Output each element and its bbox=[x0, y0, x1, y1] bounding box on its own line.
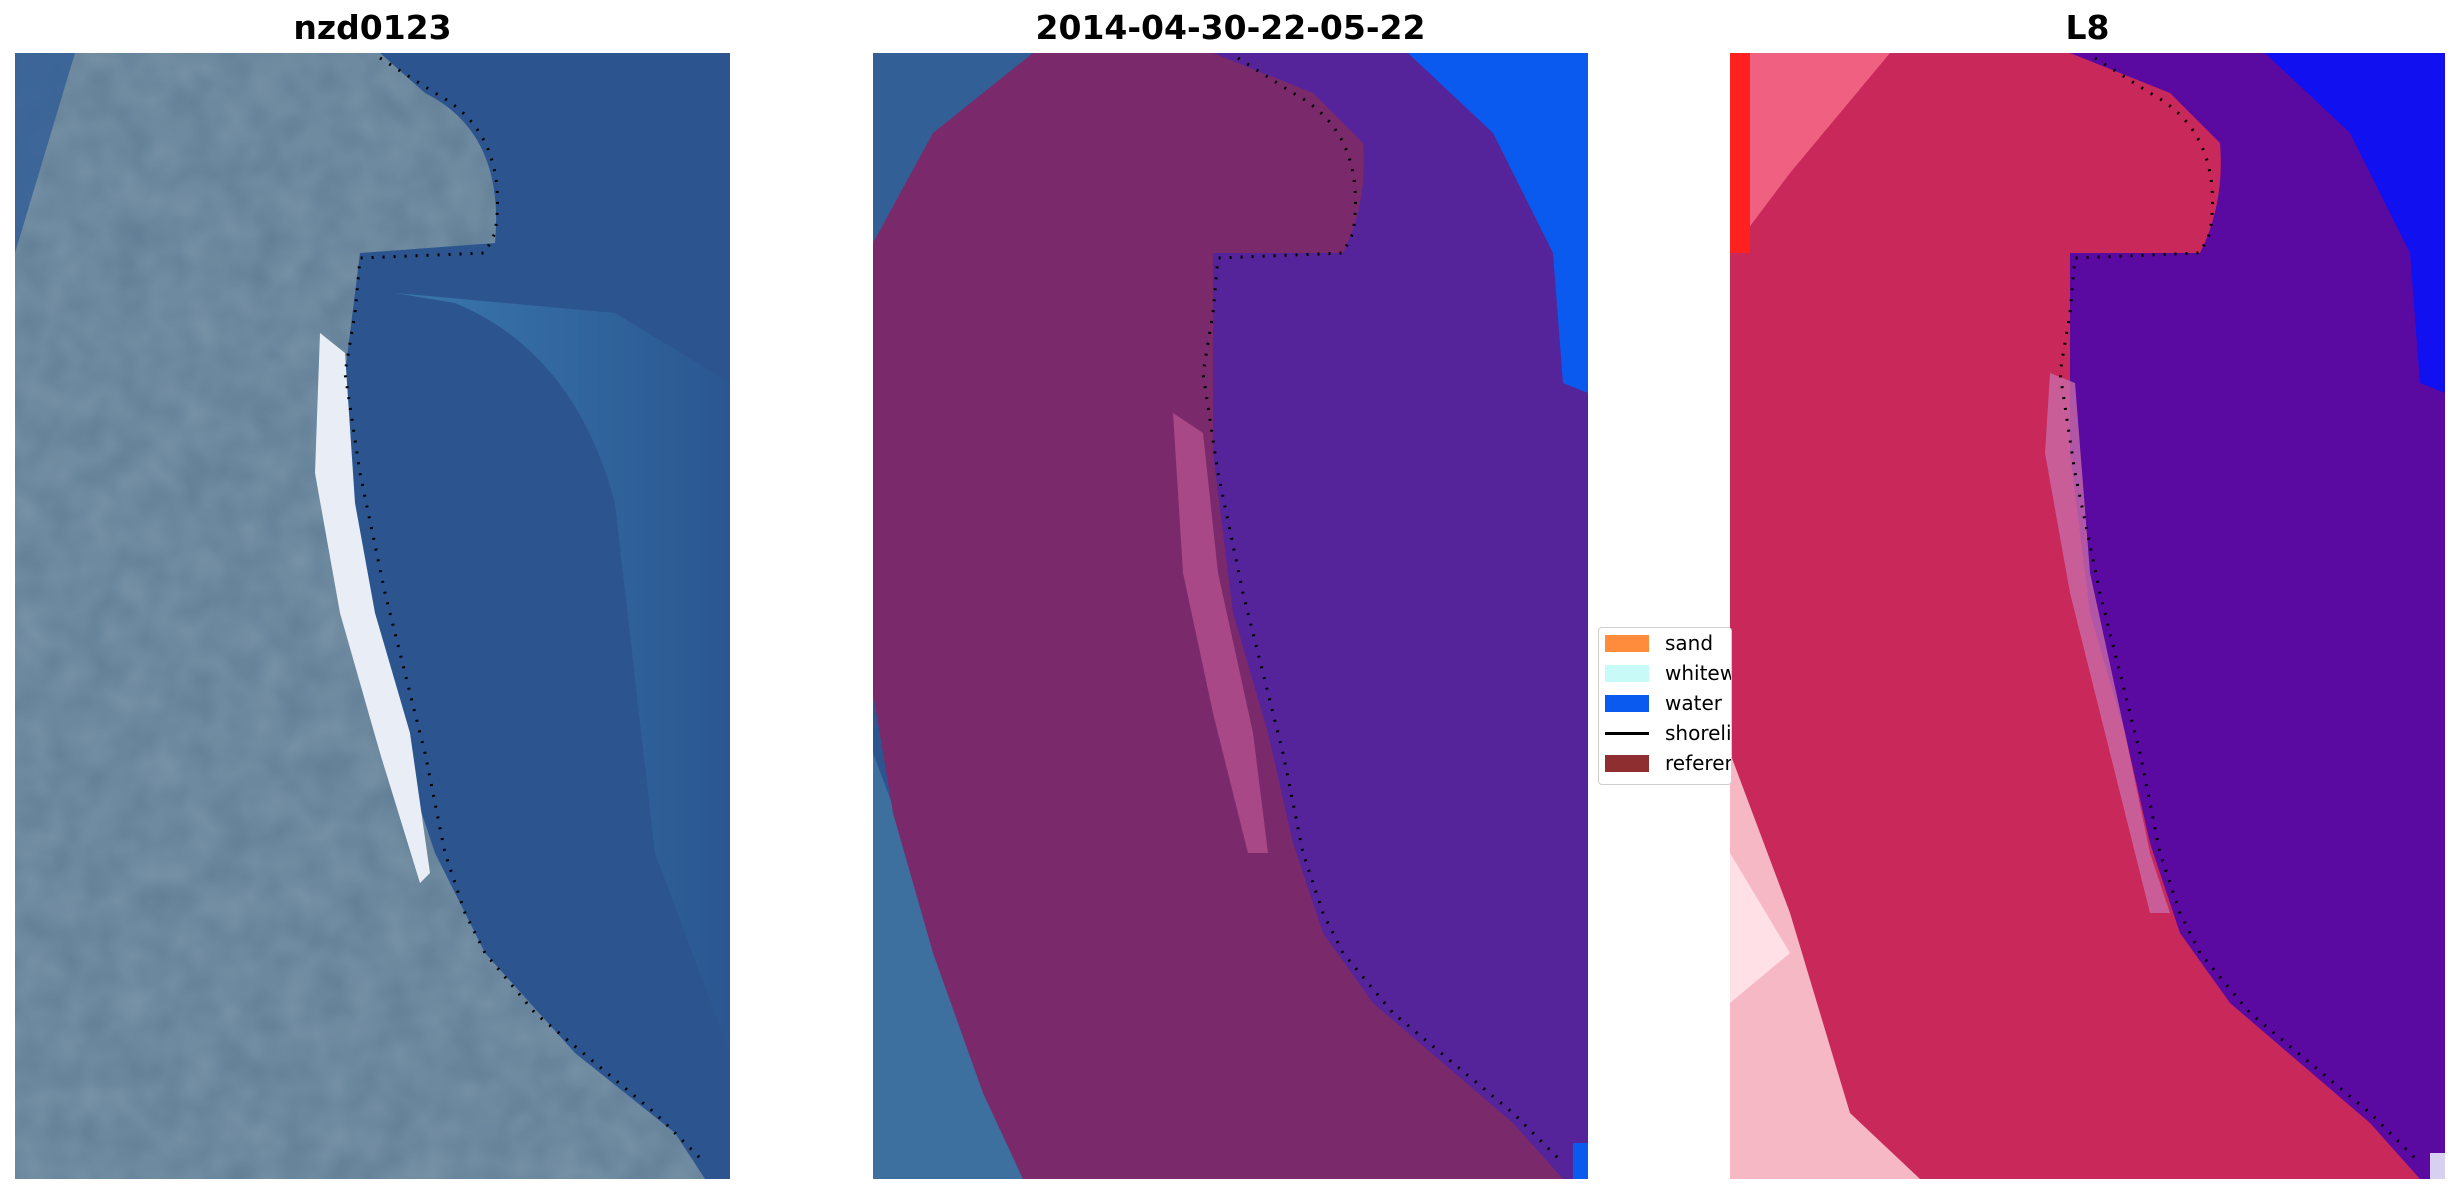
legend-item-water: water bbox=[1605, 691, 1722, 715]
legend-item-sand: sand bbox=[1605, 631, 1713, 655]
legend-item-reference: reference bbox=[1605, 751, 1731, 775]
rgb-image bbox=[15, 53, 730, 1179]
panel-title-satellite: L8 bbox=[2065, 8, 2110, 47]
legend-label-water: water bbox=[1665, 691, 1722, 715]
legend-label-reference: reference bbox=[1665, 751, 1731, 775]
legend-label-sand: sand bbox=[1665, 631, 1714, 655]
water-swatch bbox=[1605, 694, 1649, 712]
sand-swatch bbox=[1605, 634, 1649, 652]
panel-title-date: 2014-04-30-22-05-22 bbox=[1035, 8, 1426, 47]
panel-title-rgb: nzd0123 bbox=[293, 8, 452, 47]
index-image bbox=[1730, 53, 2445, 1179]
classified-image-panel bbox=[873, 53, 1588, 1179]
shoreline-line-icon bbox=[1605, 731, 1649, 735]
reference-swatch bbox=[1605, 754, 1649, 772]
classified-image bbox=[873, 53, 1588, 1179]
whitewater-swatch bbox=[1605, 664, 1649, 682]
legend-item-shoreline: shoreline bbox=[1605, 721, 1732, 745]
index-image-panel bbox=[1730, 53, 2445, 1179]
legend-label-shoreline: shoreline bbox=[1665, 721, 1732, 745]
rgb-image-panel bbox=[15, 53, 730, 1179]
